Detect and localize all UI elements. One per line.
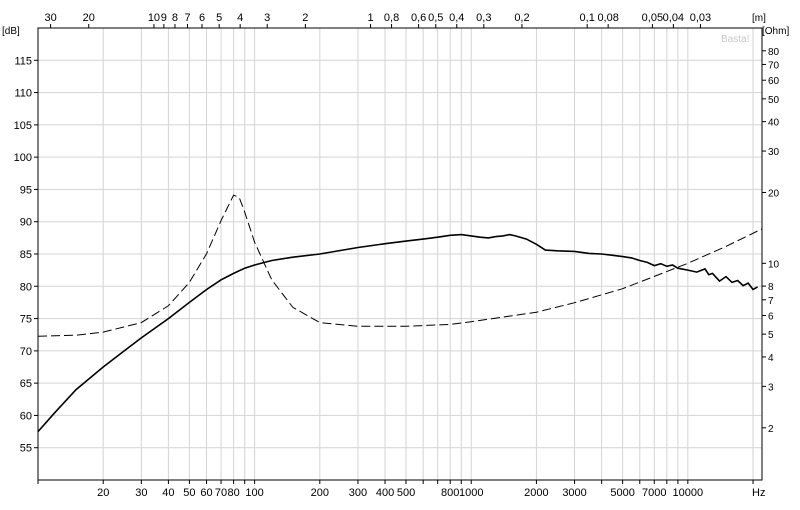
top-tick-label: 0,2 — [514, 12, 529, 24]
y2-tick-label: 70 — [768, 60, 780, 71]
x-tick-label: 3000 — [562, 487, 586, 499]
top-tick-label: 1 — [367, 12, 373, 24]
y2-tick-label: 10 — [768, 259, 780, 270]
y-tick-label: 95 — [20, 184, 32, 196]
x-tick-label: 20 — [97, 487, 109, 499]
x-tick-label: 1000 — [459, 487, 483, 499]
top-tick-label: 6 — [199, 12, 205, 24]
top-tick-label: 30 — [44, 12, 56, 24]
y2-tick-label: 3 — [768, 382, 774, 393]
y2-tick-label: 2 — [768, 424, 774, 435]
y-tick-label: 100 — [14, 152, 32, 164]
y-tick-label: 55 — [20, 443, 32, 455]
y-tick-label: 75 — [20, 314, 32, 326]
spl-curve — [37, 233, 758, 433]
y-tick-label: 60 — [20, 410, 32, 422]
top-axis-unit: [m] — [752, 13, 766, 24]
top-tick-label: 2 — [302, 12, 308, 24]
top-tick-label: 10 — [148, 12, 160, 24]
top-tick-label: 0,05 — [642, 12, 663, 24]
top-tick-label: 7 — [184, 12, 190, 24]
top-tick-label: 0,1 — [580, 12, 595, 24]
top-tick-label: 4 — [237, 12, 243, 24]
x-tick-label: 30 — [135, 487, 147, 499]
y2-tick-label: 6 — [768, 312, 774, 323]
top-tick-label: 0,5 — [428, 12, 443, 24]
top-tick-label: 9 — [161, 12, 167, 24]
y2-tick-label: 60 — [768, 76, 780, 87]
y-tick-label: 70 — [20, 346, 32, 358]
y2-tick-label: 4 — [768, 353, 774, 364]
y2-tick-label: 8 — [768, 282, 774, 293]
x-tick-label: 60 — [200, 487, 212, 499]
y-tick-label: 65 — [20, 378, 32, 390]
y-tick-label: 90 — [20, 217, 32, 229]
x-axis-unit: Hz — [752, 487, 765, 499]
x-tick-label: 70 — [215, 487, 227, 499]
top-tick-label: 3 — [264, 12, 270, 24]
top-tick-label: 0,8 — [384, 12, 399, 24]
series-group — [37, 194, 763, 433]
top-tick-label: 8 — [172, 12, 178, 24]
impedance-curve — [37, 194, 763, 337]
x-tick-label: 2000 — [524, 487, 548, 499]
x-tick-label: 300 — [349, 487, 367, 499]
x-tick-label: 10000 — [673, 487, 704, 499]
top-tick-label: 0,04 — [663, 12, 684, 24]
y2-tick-label: 80 — [768, 47, 780, 58]
grid-lines — [37, 28, 762, 480]
top-tick-label: 0,3 — [476, 12, 491, 24]
x-tick-label: 40 — [162, 487, 174, 499]
y2-tick-label: 30 — [768, 147, 780, 158]
x-tick-label: 500 — [397, 487, 415, 499]
y-tick-label: 115 — [14, 55, 32, 67]
x-tick-label: 100 — [245, 487, 263, 499]
top-tick-label: 20 — [83, 12, 95, 24]
y-tick-label: 85 — [20, 249, 32, 261]
top-tick-label: 0,03 — [690, 12, 711, 24]
x-tick-label: 200 — [311, 487, 329, 499]
y-tick-label: 110 — [14, 88, 32, 100]
y-axis-unit: [dB] — [2, 26, 20, 37]
x-tick-label: 5000 — [610, 487, 634, 499]
y-tick-label: 80 — [20, 281, 32, 293]
x-tick-label: 400 — [376, 487, 394, 499]
x-tick-label: 50 — [183, 487, 195, 499]
axis-ticks — [34, 24, 766, 484]
top-tick-label: 0,4 — [449, 12, 464, 24]
y2-tick-label: 40 — [768, 118, 780, 129]
y2-tick-label: 50 — [768, 95, 780, 106]
y2-tick-label: 20 — [768, 188, 780, 199]
y2-tick-label: 7 — [768, 296, 774, 307]
y2-tick-label: 5 — [768, 330, 774, 341]
top-tick-label: 0,08 — [597, 12, 618, 24]
y2-axis-unit: [Ohm] — [762, 26, 789, 37]
y-tick-label: 105 — [14, 120, 32, 132]
x-tick-label: 7000 — [642, 487, 666, 499]
watermark-text: Basta! — [721, 34, 749, 45]
x-tick-label: 800 — [441, 487, 459, 499]
x-tick-label: 80 — [227, 487, 239, 499]
top-tick-label: 5 — [216, 12, 222, 24]
top-tick-label: 0,6 — [411, 12, 426, 24]
